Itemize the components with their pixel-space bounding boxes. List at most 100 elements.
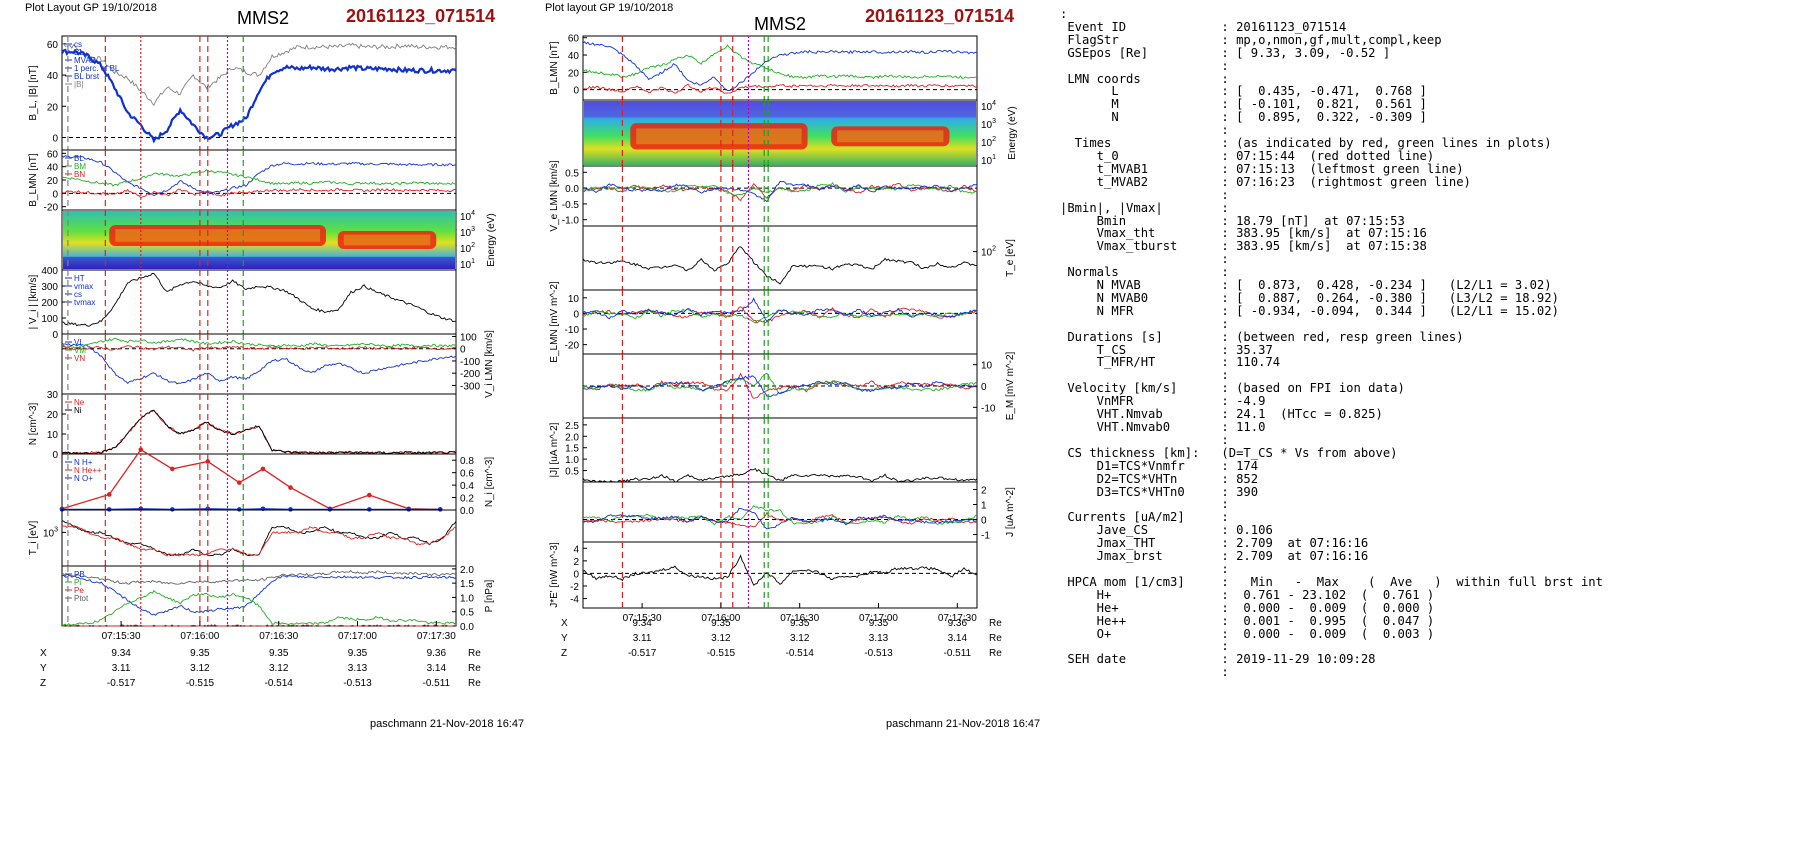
series-line xyxy=(582,468,978,483)
right-event-title: 20161123_071514 xyxy=(865,6,1015,26)
position-value: 9.36 xyxy=(948,618,968,629)
series-point xyxy=(59,507,65,512)
y-tick-label: 40 xyxy=(47,163,59,174)
position-value: -0.514 xyxy=(265,678,294,689)
y-tick-label: 0.0 xyxy=(460,622,474,633)
y-tick-label: 0 xyxy=(460,345,466,356)
y-axis-label: P [nPa] xyxy=(484,579,495,612)
y-tick-exponent: 1 xyxy=(471,258,475,265)
y-tick-label: 104 xyxy=(981,100,996,113)
series-line xyxy=(61,272,457,327)
right-spacecraft-title: MMS2 xyxy=(754,14,807,34)
position-value: 9.34 xyxy=(111,648,131,659)
panel-frame xyxy=(61,509,457,567)
position-unit: Re xyxy=(468,663,481,674)
right-footer: paschmann 21-Nov-2018 16:47 xyxy=(886,718,1041,730)
series-point xyxy=(288,507,293,512)
position-value: 9.35 xyxy=(790,618,810,629)
y-axis-label: |J| [uA m^-2] xyxy=(549,422,560,477)
summary-line: Velocity [km/s] : (based on FPI ion data… xyxy=(1060,381,1405,396)
y-tick-label: 101 xyxy=(460,258,475,271)
x-tick-label: 07:16:00 xyxy=(180,631,219,642)
summary-line: Jmax_THT : 2.709 at 07:16:16 xyxy=(1060,536,1369,551)
series-line xyxy=(61,155,457,196)
summary-line: L : [ 0.435, -0.471, 0.768 ] xyxy=(1060,84,1427,99)
series-line xyxy=(61,169,457,187)
y-tick-label: 0.4 xyxy=(460,481,474,492)
position-value: 3.14 xyxy=(427,663,447,674)
legend-label: 1 perc. of BL xyxy=(74,64,120,73)
legend-label: |B| xyxy=(74,80,84,89)
position-value: -0.517 xyxy=(628,648,657,659)
y-tick-label: 60 xyxy=(47,40,59,51)
position-row-label: Y xyxy=(561,633,568,644)
series-line xyxy=(61,448,441,511)
summary-line: N : [ 0.895, 0.322, -0.309 ] xyxy=(1060,110,1427,125)
summary-line: |Bmin|, |Vmax| : xyxy=(1060,200,1229,215)
panel-Te: 102 T_e [eV] xyxy=(582,225,1016,291)
spectrogram-warm-region xyxy=(636,128,802,145)
panel-JE: -4 -2 02 4 J*E' [nW m^-3] xyxy=(549,541,978,609)
position-value: 3.13 xyxy=(869,633,889,644)
panel-Ve: -1.0 -0.5 0.0 0.5 V_e LMN [km/s] xyxy=(549,160,978,232)
spectrogram-bottom-noise xyxy=(63,256,455,269)
y-tick-exponent: 2 xyxy=(992,246,996,253)
legend-label: HT xyxy=(74,274,85,283)
summary-line: Vmax_tburst : 383.95 [km/s] at 07:15:38 xyxy=(1060,239,1427,254)
summary-line: Currents [uA/m2] : xyxy=(1060,510,1229,525)
summary-line: Event ID : 20161123_071514 xyxy=(1060,19,1347,34)
summary-line: LMN coords : xyxy=(1060,71,1229,86)
y-axis-label: B_LMN [nT] xyxy=(549,41,560,95)
y-tick-label: 60 xyxy=(568,34,580,45)
panel-frame xyxy=(61,393,457,455)
summary-line: H+ : 0.761 - 23.102 ( 0.761 ) xyxy=(1060,587,1435,602)
y-axis-label: N [cm^-3] xyxy=(28,403,39,446)
legend-label: vmax xyxy=(74,282,93,291)
position-value: -0.513 xyxy=(864,648,893,659)
x-tick-label: 07:15:30 xyxy=(102,631,141,642)
spectrogram-hot-region xyxy=(109,225,326,246)
summary-line: Vmax_tht : 383.95 [km/s] at 07:15:16 xyxy=(1060,226,1427,241)
position-row-label: Z xyxy=(40,678,46,689)
legend-label: tvmax xyxy=(74,298,95,307)
position-unit: Re xyxy=(468,648,481,659)
x-tick-label: 07:16:30 xyxy=(780,613,819,624)
y-tick-label: 100 xyxy=(41,314,58,325)
summary-line: : xyxy=(1060,432,1229,447)
y-tick-exponent: 4 xyxy=(471,210,475,217)
y-tick-label: 102 xyxy=(460,242,475,255)
legend-label: Ne xyxy=(74,398,85,407)
series-line xyxy=(61,520,457,557)
summary-line: D3=TCS*VHTn0 : 390 xyxy=(1060,484,1259,499)
y-tick-label: 1.5 xyxy=(565,444,579,455)
summary-line: Jmax_brst : 2.709 at 07:16:16 xyxy=(1060,549,1369,564)
y-tick-label: 0.6 xyxy=(460,469,474,480)
y-tick-label: 0 xyxy=(52,450,58,461)
position-value: 3.11 xyxy=(633,633,652,644)
position-value: -0.513 xyxy=(343,678,372,689)
summary-line: : xyxy=(1060,7,1068,21)
series-point xyxy=(367,507,372,512)
left-event-title: 20161123_071514 xyxy=(346,6,496,26)
y-tick-label: 0 xyxy=(573,309,579,320)
summary-line: He++ : 0.001 - 0.995 ( 0.047 ) xyxy=(1060,613,1435,628)
y-tick-label: 20 xyxy=(47,102,59,113)
summary-line: : xyxy=(1060,316,1229,331)
y-tick-label: 0 xyxy=(52,134,58,145)
x-tick-label: 07:17:00 xyxy=(859,613,898,624)
position-row-label: Y xyxy=(40,663,47,674)
legend-label: N O+ xyxy=(74,474,93,483)
series-point xyxy=(170,507,175,512)
summary-line: : xyxy=(1060,665,1229,680)
series-line xyxy=(61,570,457,585)
summary-line: VnMFR : -4.9 xyxy=(1060,394,1266,409)
panel-J: 0.51.01.52.02.5 |J| [uA m^-2] xyxy=(549,417,978,483)
spectrogram-hot-region xyxy=(831,126,950,147)
position-value: 9.35 xyxy=(869,618,889,629)
y-tick-label: 1.5 xyxy=(460,579,474,590)
